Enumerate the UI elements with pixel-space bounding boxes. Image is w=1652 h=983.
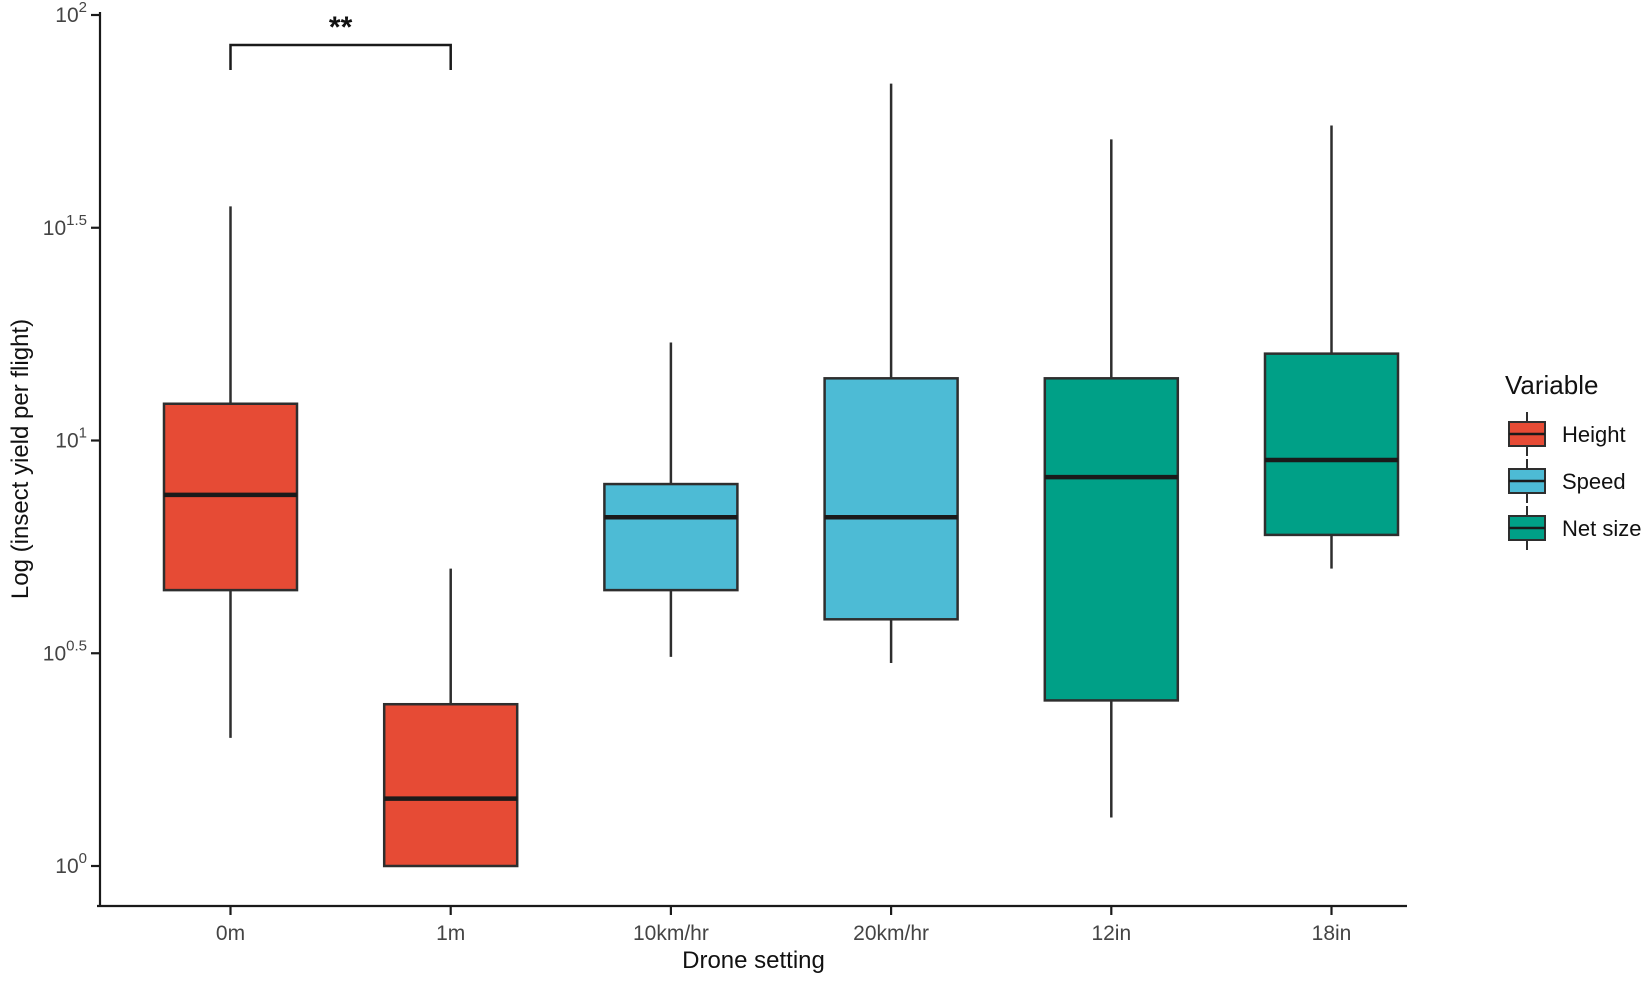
iqr-box [382,702,519,868]
x-axis-title: Drone setting [682,947,825,974]
y-axis-title: Log (insect yield per flight) [7,319,34,599]
significance-bracket [229,43,452,71]
x-tick-label-4: 12in [1091,922,1131,945]
boxplot-12in [1043,139,1180,818]
x-tick-label-3: 20km/hr [853,922,929,945]
legend-item-label: Speed [1562,469,1626,494]
boxplot-1m [382,568,519,868]
y-tick-base: 10 [43,217,66,240]
y-tick-label: 101.5 [43,212,87,240]
y-tick-label: 101 [55,425,87,453]
legend-item-height: Height [1508,412,1626,456]
y-tick-exponent: 0 [79,850,87,867]
boxplot-0m [162,206,299,738]
y-tick-exponent: 0.5 [66,637,87,654]
boxplot-18in [1263,125,1400,569]
y-tick-exponent: 2 [79,0,87,16]
y-tick-base: 10 [43,642,66,665]
legend-item-net-size: Net size [1508,506,1641,550]
boxplot-20km/hr [823,83,959,663]
iqr-box [823,377,959,621]
legend-title: Variable [1505,370,1598,400]
y-tick-label: 100.5 [43,637,87,665]
x-tick-label-1: 1m [436,922,465,945]
significance-label: ** [329,11,353,44]
iqr-box [1043,377,1180,702]
y-tick-label: 100 [55,850,87,878]
iqr-box [603,482,739,592]
legend-item-label: Height [1562,422,1626,447]
y-tick-base: 10 [55,4,78,27]
y-tick-exponent: 1 [79,425,87,442]
x-tick-label-2: 10km/hr [633,922,709,945]
iqr-box [1263,352,1400,537]
y-tick-exponent: 1.5 [66,212,87,229]
x-tick-label-0: 0m [216,922,245,945]
y-tick-base: 10 [55,430,78,453]
y-tick-label: 102 [55,0,87,27]
y-tick-base: 10 [55,855,78,878]
boxplot-10km/hr [603,342,739,657]
legend-item-speed: Speed [1508,459,1626,503]
legend-item-label: Net size [1562,516,1641,541]
x-tick-label-5: 18in [1312,922,1352,945]
